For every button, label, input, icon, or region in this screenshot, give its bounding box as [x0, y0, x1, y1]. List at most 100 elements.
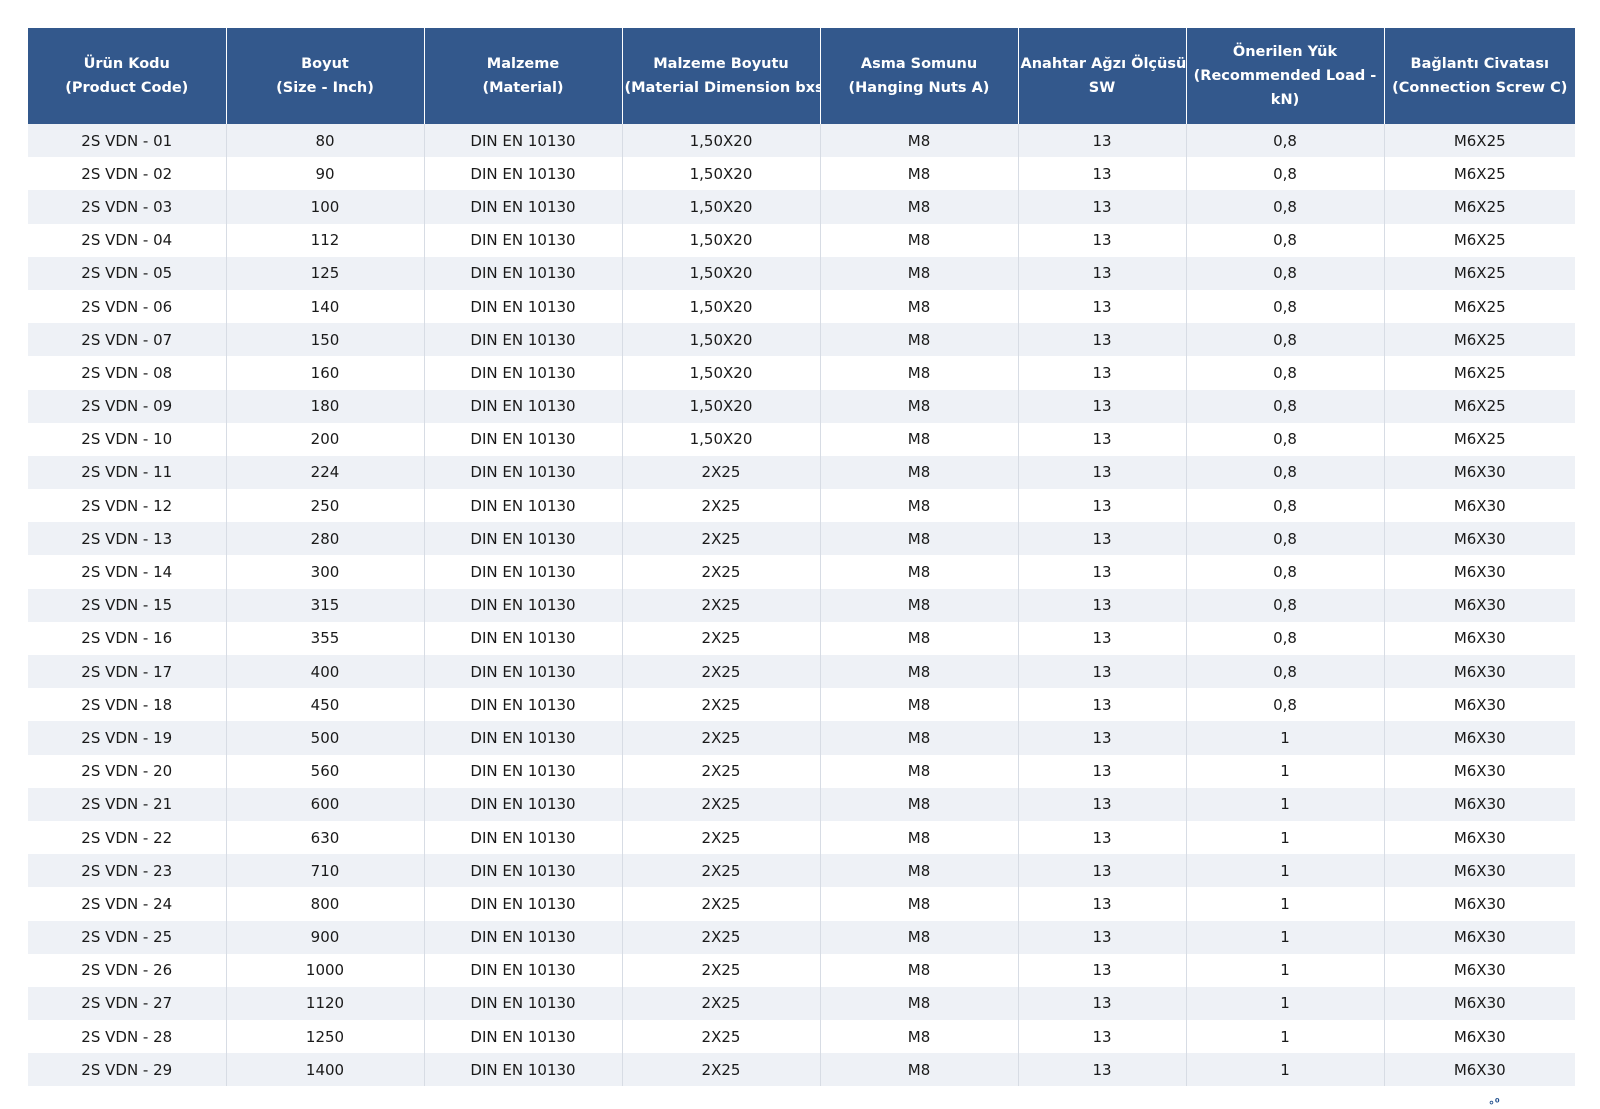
cell-connection-screw: M6X25: [1384, 124, 1575, 158]
table-row: 2S VDN - 23 710 DIN EN 10130 2X25 M8 13 1 M6X30: [28, 854, 1575, 888]
cell-material: DIN EN 10130: [424, 455, 623, 490]
cell-size: 560: [226, 754, 425, 788]
cell-recommended-load: 0,8: [1186, 389, 1385, 423]
cell-product-code: 2S VDN - 27: [28, 986, 227, 1021]
cell-material-dimension: 2X25: [622, 887, 821, 921]
table-row: 2S VDN - 20 560 DIN EN 10130 2X25 M8 13 1 M6X30: [28, 754, 1575, 788]
cell-size: 150: [226, 323, 425, 357]
table-row: 2S VDN - 02 90 DIN EN 10130 1,50X20 M8 13 0,8 M…: [28, 157, 1575, 191]
cell-connection-screw: M6X30: [1384, 655, 1575, 689]
cell-size: 300: [226, 555, 425, 589]
cell-recommended-load: 1: [1186, 721, 1385, 755]
cell-product-code: 2S VDN - 11: [28, 455, 227, 490]
table-row: 2S VDN - 16 355 DIN EN 10130 2X25 M8 13 0,8 M6X…: [28, 621, 1575, 655]
cell-recommended-load: 0,8: [1186, 323, 1385, 357]
cell-hanging-nuts: M8: [820, 953, 1019, 987]
cell-material: DIN EN 10130: [424, 389, 623, 423]
cell-wrench-size: 13: [1018, 356, 1187, 390]
cell-wrench-size: 13: [1018, 489, 1187, 523]
cell-connection-screw: M6X30: [1384, 986, 1575, 1021]
cell-product-code: 2S VDN - 19: [28, 721, 227, 755]
cell-product-code: 2S VDN - 13: [28, 522, 227, 556]
header-line: (Product Code): [65, 80, 189, 96]
header-recommended-load: Önerilen Yük (Recommended Load - kN): [1186, 28, 1385, 124]
header-line: Bağlantı Civatası: [1410, 56, 1549, 72]
cell-material-dimension: 2X25: [622, 920, 821, 954]
cell-hanging-nuts: M8: [820, 754, 1019, 788]
cell-connection-screw: M6X30: [1384, 455, 1575, 490]
cell-wrench-size: 13: [1018, 688, 1187, 722]
cell-material: DIN EN 10130: [424, 820, 623, 855]
cell-material: DIN EN 10130: [424, 953, 623, 987]
cell-wrench-size: 13: [1018, 887, 1187, 921]
cell-product-code: 2S VDN - 29: [28, 1053, 227, 1087]
table-row: 2S VDN - 03 100 DIN EN 10130 1,50X20 M8 13 0,8…: [28, 190, 1575, 224]
cell-product-code: 2S VDN - 03: [28, 190, 227, 224]
cell-recommended-load: 0,8: [1186, 655, 1385, 689]
cell-wrench-size: 13: [1018, 124, 1187, 158]
cell-recommended-load: 1: [1186, 986, 1385, 1021]
cell-size: 80: [226, 124, 425, 158]
cell-wrench-size: 13: [1018, 621, 1187, 655]
cell-wrench-size: 13: [1018, 190, 1187, 224]
cell-material-dimension: 1,50X20: [622, 223, 821, 257]
cell-material-dimension: 1,50X20: [622, 389, 821, 423]
cell-material: DIN EN 10130: [424, 256, 623, 290]
cell-size: 280: [226, 522, 425, 556]
cell-size: 450: [226, 688, 425, 722]
cell-material-dimension: 2X25: [622, 1020, 821, 1054]
cell-material-dimension: 2X25: [622, 588, 821, 622]
cell-material-dimension: 2X25: [622, 1053, 821, 1087]
table-row: 2S VDN - 09 180 DIN EN 10130 1,50X20 M8 13 0,8…: [28, 389, 1575, 423]
header-line: (Connection Screw C): [1392, 80, 1568, 96]
header-line: (Material Dimension bxs): [624, 80, 820, 96]
cell-material-dimension: 2X25: [622, 489, 821, 523]
cell-wrench-size: 13: [1018, 721, 1187, 755]
cell-connection-screw: M6X25: [1384, 157, 1575, 191]
cell-material: DIN EN 10130: [424, 555, 623, 589]
cell-hanging-nuts: M8: [820, 1020, 1019, 1054]
cell-material-dimension: 2X25: [622, 787, 821, 821]
cell-hanging-nuts: M8: [820, 489, 1019, 523]
cell-hanging-nuts: M8: [820, 256, 1019, 290]
header-line: Önerilen Yük: [1232, 44, 1338, 60]
cell-hanging-nuts: M8: [820, 655, 1019, 689]
cell-product-code: 2S VDN - 17: [28, 655, 227, 689]
cell-hanging-nuts: M8: [820, 887, 1019, 921]
table-row: 2S VDN - 26 1000 DIN EN 10130 2X25 M8 13 1 M6X3…: [28, 953, 1575, 987]
header-size: Boyut (Size - Inch): [226, 28, 425, 124]
cell-material: DIN EN 10130: [424, 655, 623, 689]
cell-wrench-size: 13: [1018, 256, 1187, 290]
cell-size: 355: [226, 621, 425, 655]
cell-product-code: 2S VDN - 15: [28, 588, 227, 622]
cell-material-dimension: 2X25: [622, 522, 821, 556]
table-header: Ürün Kodu (Product Code) Boyut (Size - I…: [28, 28, 1575, 124]
cell-material: DIN EN 10130: [424, 588, 623, 622]
cell-connection-screw: M6X25: [1384, 389, 1575, 423]
cell-size: 100: [226, 190, 425, 224]
header-line: Malzeme Boyutu: [653, 56, 789, 72]
cell-material: DIN EN 10130: [424, 422, 623, 456]
cell-wrench-size: 13: [1018, 953, 1187, 987]
cell-wrench-size: 13: [1018, 588, 1187, 622]
cell-material: DIN EN 10130: [424, 190, 623, 224]
cell-size: 315: [226, 588, 425, 622]
cell-recommended-load: 0,8: [1186, 223, 1385, 257]
cell-material-dimension: 2X25: [622, 820, 821, 855]
cell-wrench-size: 13: [1018, 1053, 1187, 1087]
header-line: Asma Somunu: [860, 56, 978, 72]
cell-material-dimension: 2X25: [622, 754, 821, 788]
cell-wrench-size: 13: [1018, 986, 1187, 1021]
cell-material: DIN EN 10130: [424, 787, 623, 821]
cell-hanging-nuts: M8: [820, 422, 1019, 456]
cell-connection-screw: M6X25: [1384, 422, 1575, 456]
cell-wrench-size: 13: [1018, 389, 1187, 423]
cell-hanging-nuts: M8: [820, 820, 1019, 855]
cell-hanging-nuts: M8: [820, 1053, 1019, 1087]
cell-connection-screw: M6X30: [1384, 1020, 1575, 1054]
cell-wrench-size: 13: [1018, 289, 1187, 324]
header-line: Malzeme: [486, 56, 560, 72]
cell-material: DIN EN 10130: [424, 688, 623, 722]
cell-material: DIN EN 10130: [424, 854, 623, 888]
cell-material-dimension: 1,50X20: [622, 124, 821, 158]
